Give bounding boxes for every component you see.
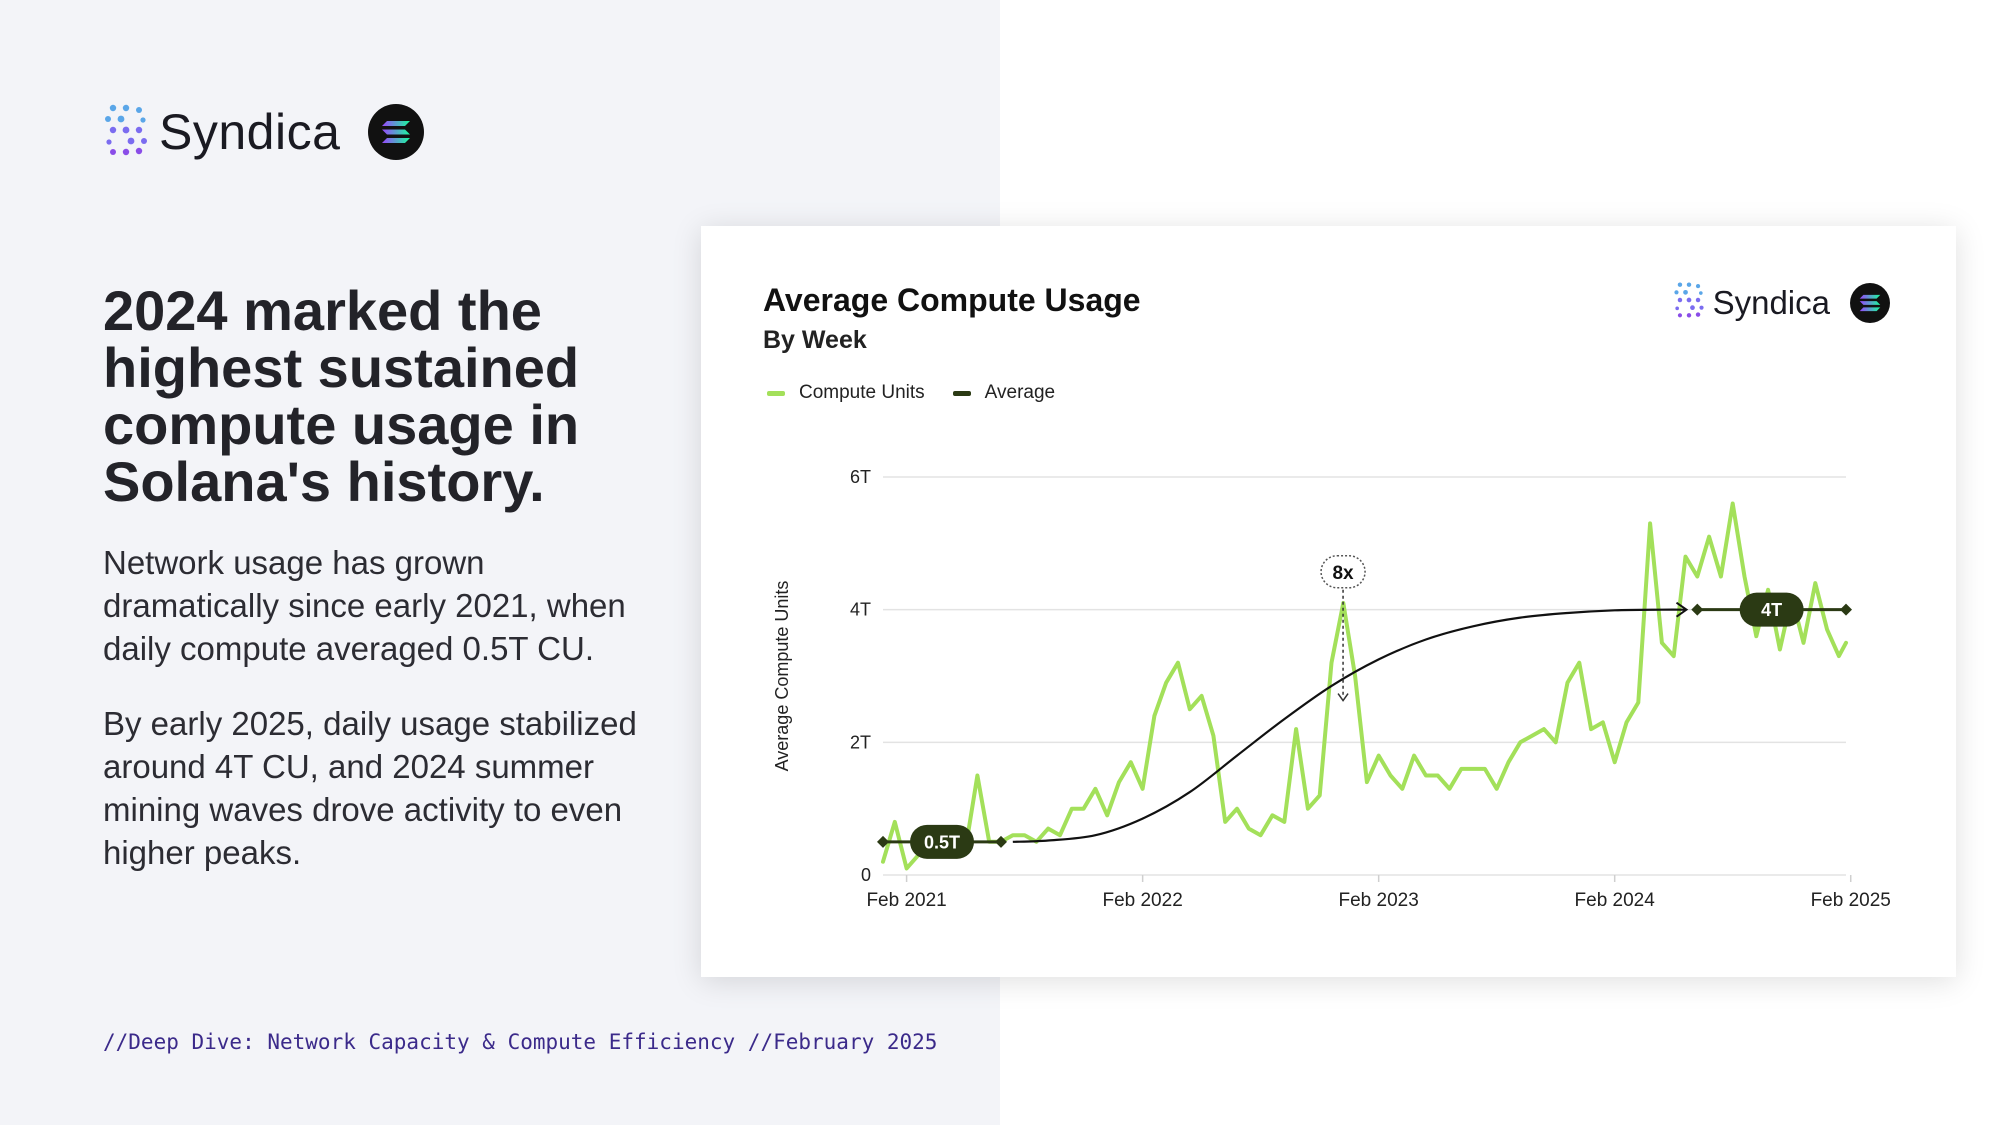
chart-card: Average Compute Usage By Week Compute Un… xyxy=(701,226,1956,977)
x-tick-label: Feb 2023 xyxy=(1339,890,1419,911)
average-arrowhead xyxy=(1675,601,1689,618)
multiplier-arrowhead xyxy=(1337,693,1349,702)
legend-label-average: Average xyxy=(984,382,1056,403)
footer-caption: //Deep Dive: Network Capacity & Compute … xyxy=(103,1030,938,1054)
range-badge-label: 4T xyxy=(1761,600,1782,620)
legend-label-compute-units: Compute Units xyxy=(799,382,925,403)
y-tick-label: 6T xyxy=(850,467,871,487)
y-axis-label: Average Compute Units xyxy=(772,581,792,772)
y-tick-label: 2T xyxy=(850,732,871,752)
chart-title: Average Compute Usage xyxy=(763,282,1141,318)
brand-logo: Syndica xyxy=(103,100,425,164)
brand-name: Syndica xyxy=(159,104,341,160)
range-badge xyxy=(1739,592,1804,627)
solana-logo-icon xyxy=(368,104,425,160)
x-tick-label: Feb 2022 xyxy=(1102,890,1182,911)
multiplier-badge xyxy=(1320,555,1366,589)
range-end-marker xyxy=(995,835,1008,848)
syndica-logo-icon xyxy=(1673,280,1705,325)
range-end-marker xyxy=(877,835,889,848)
chart-legend: Compute Units Average xyxy=(767,382,1083,404)
x-tick-label: Feb 2025 xyxy=(1811,890,1891,911)
x-tick-label: Feb 2024 xyxy=(1575,890,1656,911)
solana-logo-icon xyxy=(1850,282,1890,323)
series-line-average xyxy=(1012,608,1686,843)
x-tick-label: Feb 2021 xyxy=(866,890,946,911)
multiplier-label: 8x xyxy=(1332,563,1354,584)
series-line-compute-units xyxy=(881,501,1848,871)
range-end-marker xyxy=(1840,603,1852,616)
card-brand-name: Syndica xyxy=(1712,283,1830,321)
paragraph-detail: By early 2025, daily usage stabilized ar… xyxy=(103,705,637,871)
range-badge xyxy=(910,824,975,859)
card-brand-logo: Syndica xyxy=(1673,280,1890,325)
y-tick-label: 4T xyxy=(850,600,871,620)
legend-swatch-average xyxy=(952,390,971,396)
chart-plot: 0 2T 4T 6T Feb 2021 Feb 2022 Feb 2023 Feb 2024 F… xyxy=(772,467,1891,911)
chart-subtitle: By Week xyxy=(763,326,867,354)
headline: 2024 marked the highest sustained comput… xyxy=(103,279,580,513)
legend-swatch-compute-units xyxy=(767,390,785,396)
syndica-logo-icon xyxy=(103,102,149,163)
range-badge-label: 0.5T xyxy=(924,832,960,852)
y-tick-label: 0 xyxy=(861,865,871,885)
range-end-marker xyxy=(1691,603,1704,616)
paragraph-intro: Network usage has grown dramatically sin… xyxy=(103,544,626,667)
